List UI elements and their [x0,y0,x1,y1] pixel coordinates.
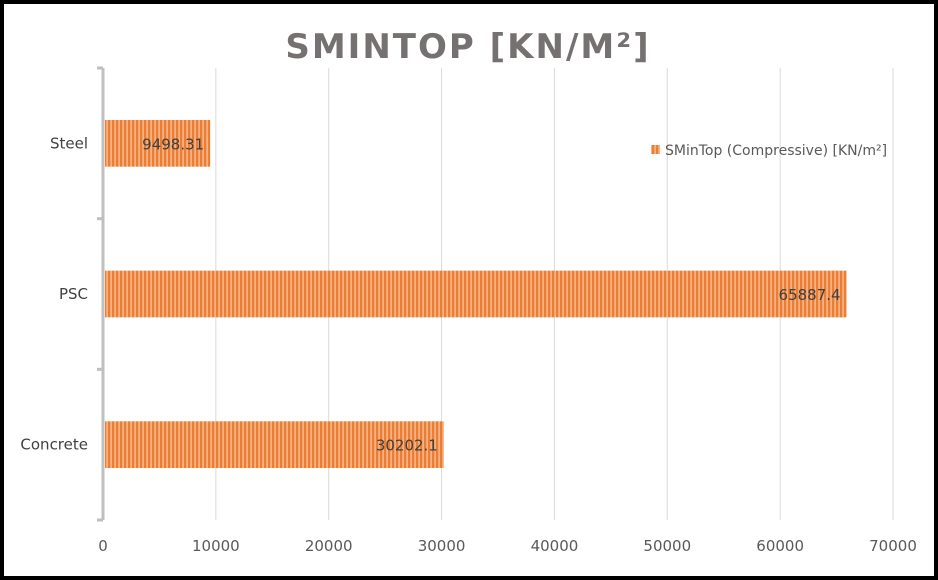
chart-title: SMINTOP [KN/M²] [285,27,650,67]
legend: SMinTop (Compressive) [KN/m²] [651,143,887,159]
data-label: 65887.4 [779,286,841,304]
x-tick-label: 0 [98,537,108,555]
data-label: 30202.1 [376,437,438,455]
x-tick-label: 20000 [305,537,353,555]
x-tick-label: 70000 [869,537,917,555]
x-tick-label: 60000 [756,537,804,555]
x-tick-label: 30000 [418,537,466,555]
legend-swatch [651,145,660,154]
data-label: 9498.31 [142,135,204,153]
x-tick-label: 40000 [531,537,579,555]
category-label: PSC [59,285,88,303]
category-label: Steel [50,134,88,152]
legend-label: SMinTop (Compressive) [KN/m²] [665,143,887,159]
bar [105,421,444,469]
bar [105,119,211,167]
x-tick-label: 50000 [643,537,691,555]
chart-frame: SMINTOP [KN/M²] 0 10000 20000 30000 40000 500… [4,4,934,576]
x-tick-label: 10000 [192,537,240,555]
bar-chart: SMINTOP [KN/M²] 0 10000 20000 30000 40000 500… [20,27,917,555]
bar [105,270,847,318]
category-label: Concrete [20,436,88,454]
